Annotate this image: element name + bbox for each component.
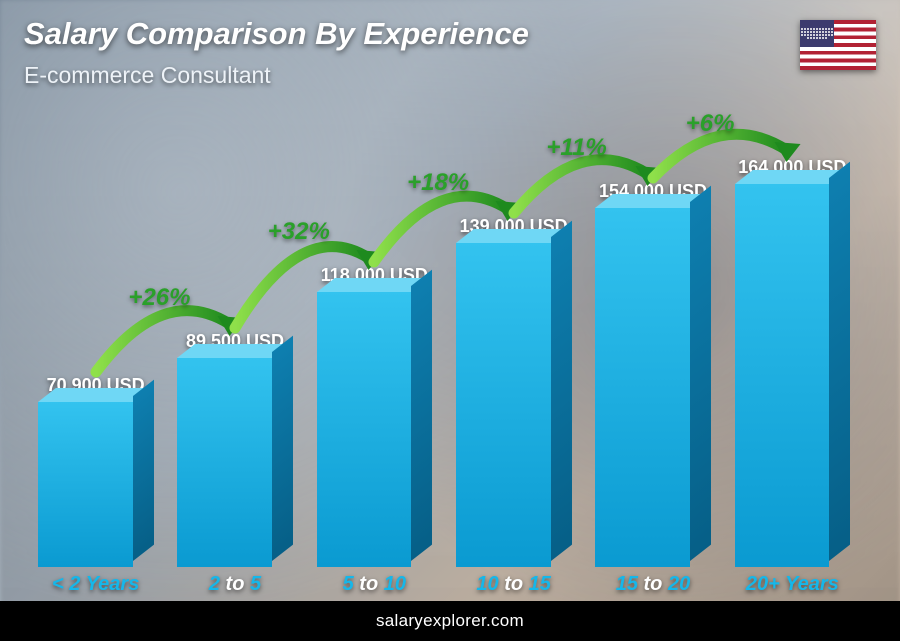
x-label-5: 20+ Years — [735, 567, 850, 601]
bar-3d — [456, 243, 571, 567]
bar-3d — [735, 184, 850, 567]
x-label-2: 5 to 10 — [317, 567, 432, 601]
infographic-stage: Salary Comparison By Experience E-commer… — [0, 0, 900, 641]
bar-2: 118,000 USD — [317, 265, 432, 567]
x-label-3: 10 to 15 — [456, 567, 571, 601]
bar-3d — [177, 358, 292, 567]
bar-1: 89,500 USD — [177, 331, 292, 567]
bar-4: 154,000 USD — [595, 181, 710, 567]
bar-3d — [317, 292, 432, 567]
x-label-4: 15 to 20 — [595, 567, 710, 601]
page-title: Salary Comparison By Experience — [24, 16, 529, 52]
x-label-1: 2 to 5 — [177, 567, 292, 601]
bar-0: 70,900 USD — [38, 375, 153, 567]
x-label-0: < 2 Years — [38, 567, 153, 601]
us-flag-icon — [800, 20, 876, 70]
bar-3: 139,000 USD — [456, 216, 571, 567]
bar-3d — [38, 402, 153, 567]
flag-canton — [800, 20, 834, 47]
footer-source: salaryexplorer.com — [0, 601, 900, 641]
bars-container: 70,900 USD89,500 USD118,000 USD139,000 U… — [30, 107, 858, 567]
bar-3d — [595, 208, 710, 567]
bar-5: 164,000 USD — [735, 157, 850, 567]
x-axis-labels: < 2 Years 2 to 5 5 to 10 10 to 15 15 to 20 20… — [30, 567, 858, 601]
salary-bar-chart: 70,900 USD89,500 USD118,000 USD139,000 U… — [30, 81, 858, 601]
